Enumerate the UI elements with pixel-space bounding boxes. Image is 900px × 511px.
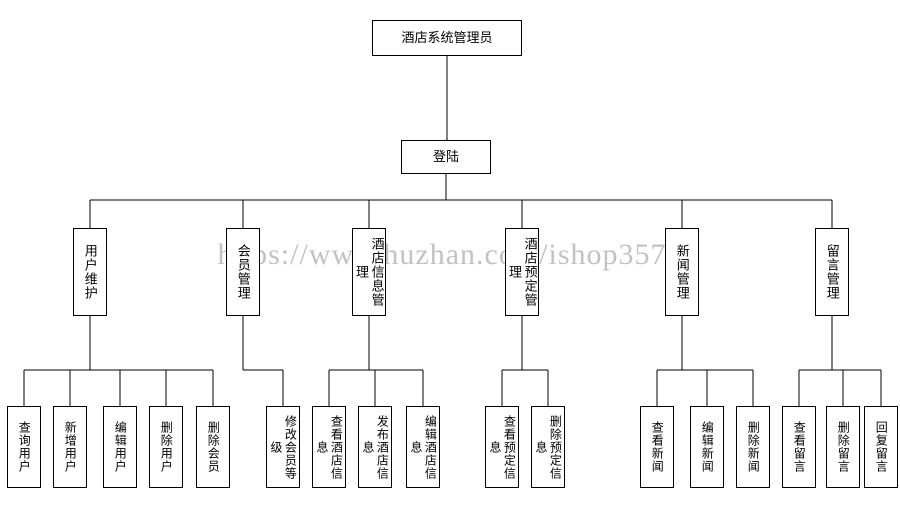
node-l10: 查看预定信息 [485, 406, 519, 488]
node-l17: 回复留言 [864, 406, 898, 488]
node-l12: 查看新闻 [640, 406, 674, 488]
node-l08: 发布酒店信息 [358, 406, 392, 488]
watermark-text: https://www.huzhan.com/ishop3572 [0, 238, 900, 272]
node-g3: 酒店信息管理 [352, 228, 386, 316]
node-l09: 编辑酒店信息 [406, 406, 440, 488]
node-g6: 留言管理 [815, 228, 849, 316]
node-l15: 查看留言 [782, 406, 816, 488]
node-l06: 修改会员等级 [266, 406, 300, 488]
node-root: 酒店系统管理员 [372, 20, 522, 56]
node-l14: 删除新闻 [736, 406, 770, 488]
node-g5: 新闻管理 [665, 228, 699, 316]
node-l01: 查询用户 [7, 406, 41, 488]
node-l04: 删除用户 [149, 406, 183, 488]
node-l05: 删除会员 [196, 406, 230, 488]
node-l03: 编辑用户 [103, 406, 137, 488]
node-l02: 新增用户 [53, 406, 87, 488]
node-g1: 用户维护 [73, 228, 107, 316]
node-l07: 查看酒店信息 [312, 406, 346, 488]
node-g2: 会员管理 [226, 228, 260, 316]
node-l16: 删除留言 [826, 406, 860, 488]
node-login: 登陆 [401, 140, 491, 174]
node-l11: 删除预定信息 [531, 406, 565, 488]
node-l13: 编辑新闻 [690, 406, 724, 488]
node-g4: 酒店预定管理 [505, 228, 539, 316]
